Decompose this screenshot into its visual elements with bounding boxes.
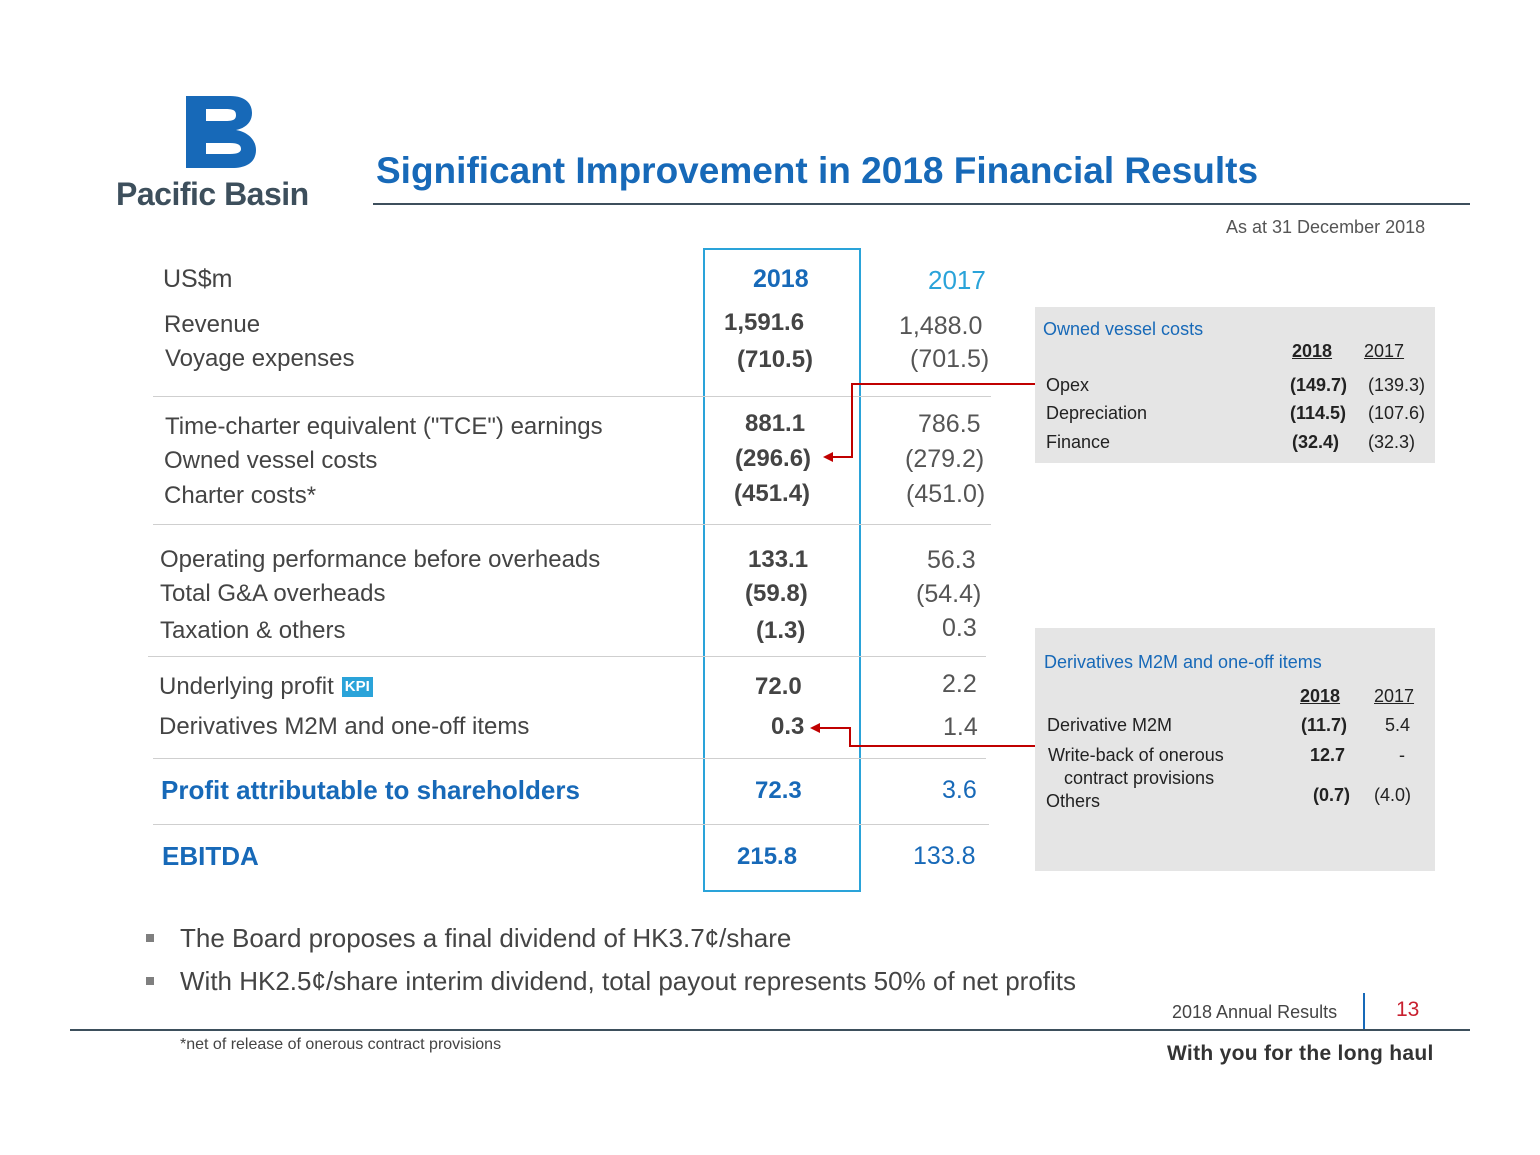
owned-vessel-2018-opex: (149.7) xyxy=(1290,375,1348,395)
derivatives-label-write-back-line2: contract provisions xyxy=(1064,768,1215,788)
row-label-taxation: Taxation & others xyxy=(160,617,346,644)
owned-vessel-label-depreciation: Depreciation xyxy=(1046,403,1148,423)
current-year-highlight-box xyxy=(703,248,861,892)
row-label-ebitda: EBITDA xyxy=(162,841,259,871)
bullet-total-payout: With HK2.5¢/share interim dividend, tota… xyxy=(180,966,1077,996)
tagline: With you for the long haul xyxy=(1167,1042,1434,1065)
row-2018-revenue: 1,591.6 xyxy=(724,309,805,336)
derivatives-2018-others: (0.7) xyxy=(1313,785,1351,805)
row-divider xyxy=(153,524,991,525)
brand-name: Pacific Basin xyxy=(116,176,309,212)
page-number: 13 xyxy=(1396,998,1420,1021)
row-divider xyxy=(148,656,986,657)
row-label-tce-earnings: Time-charter equivalent ("TCE") earnings xyxy=(165,413,603,440)
owned-vessel-2017-finance: (32.3) xyxy=(1368,432,1416,452)
derivatives-arrow xyxy=(810,723,1035,747)
derivatives-header-2017: 2017 xyxy=(1374,686,1415,706)
page-title: Significant Improvement in 2018 Financia… xyxy=(376,150,1259,191)
row-2017-derivatives: 1.4 xyxy=(943,713,978,741)
row-underlying-profit: Underlying profit KPI xyxy=(159,673,373,701)
header-2017: 2017 xyxy=(928,265,986,295)
report-name: 2018 Annual Results xyxy=(1172,1002,1338,1022)
derivatives-2017-others: (4.0) xyxy=(1374,785,1412,805)
row-2018-profit-attributable: 72.3 xyxy=(755,777,802,804)
row-label-revenue: Revenue xyxy=(164,311,261,338)
derivatives-label-m2m: Derivative M2M xyxy=(1047,715,1173,735)
kpi-badge: KPI xyxy=(341,677,373,697)
unit-label: US$m xyxy=(163,265,233,293)
row-label-ga-overheads: Total G&A overheads xyxy=(160,580,386,607)
owned-vessel-2018-depreciation: (114.5) xyxy=(1290,403,1347,423)
row-2018-charter-costs: (451.4) xyxy=(734,480,811,507)
derivatives-label-others: Others xyxy=(1046,791,1101,811)
bullet-icon xyxy=(146,934,154,942)
row-label-voyage-expenses: Voyage expenses xyxy=(165,345,355,372)
row-2017-underlying-profit: 2.2 xyxy=(942,670,977,698)
row-2017-owned-vessel-costs: (279.2) xyxy=(905,445,985,473)
owned-vessel-2017-depreciation: (107.6) xyxy=(1368,403,1426,423)
derivatives-box-title: Derivatives M2M and one-off items xyxy=(1044,652,1322,672)
row-2018-ga-overheads: (59.8) xyxy=(745,580,808,607)
owned-vessel-arrow xyxy=(823,383,1035,462)
owned-vessel-box-title: Owned vessel costs xyxy=(1043,319,1204,339)
row-divider xyxy=(153,758,986,759)
row-2018-voyage-expenses: (710.5) xyxy=(737,346,814,373)
row-label-derivatives: Derivatives M2M and one-off items xyxy=(159,713,530,740)
derivatives-2017-m2m: 5.4 xyxy=(1385,715,1411,735)
footnote: *net of release of onerous contract prov… xyxy=(180,1036,502,1053)
derivatives-2017-write-back: - xyxy=(1399,745,1405,765)
footer-divider xyxy=(70,1029,1470,1031)
derivatives-header-2018: 2018 xyxy=(1300,686,1341,706)
row-2017-ebitda: 133.8 xyxy=(913,842,976,870)
owned-vessel-label-opex: Opex xyxy=(1046,375,1090,395)
row-2018-derivatives: 0.3 xyxy=(771,713,805,740)
title-divider xyxy=(373,203,1470,205)
derivatives-2018-m2m: (11.7) xyxy=(1301,715,1348,735)
as-at-date: As at 31 December 2018 xyxy=(1226,217,1426,237)
row-label-profit-attributable: Profit attributable to shareholders xyxy=(161,775,580,805)
owned-vessel-header-2017: 2017 xyxy=(1364,341,1405,361)
row-2018-ebitda: 215.8 xyxy=(737,843,798,870)
row-label-charter-costs: Charter costs* xyxy=(164,482,317,509)
header-2018: 2018 xyxy=(753,265,809,293)
owned-vessel-2018-finance: (32.4) xyxy=(1292,432,1340,452)
row-2018-taxation: (1.3) xyxy=(756,617,806,644)
row-2018-tce-earnings: 881.1 xyxy=(745,410,806,437)
row-2017-voyage-expenses: (701.5) xyxy=(910,345,990,373)
bullet-final-dividend: The Board proposes a final dividend of H… xyxy=(180,923,792,953)
row-2017-taxation: 0.3 xyxy=(942,614,977,642)
row-2017-profit-attributable: 3.6 xyxy=(942,776,977,804)
row-label-operating-performance: Operating performance before overheads xyxy=(160,546,601,573)
row-2017-revenue: 1,488.0 xyxy=(899,312,983,340)
derivatives-label-write-back: Write-back of onerous xyxy=(1048,745,1224,765)
owned-vessel-costs-box xyxy=(1035,307,1435,463)
derivatives-box xyxy=(1035,628,1435,871)
row-2017-ga-overheads: (54.4) xyxy=(916,580,982,608)
row-divider xyxy=(153,824,989,825)
derivatives-2018-write-back: 12.7 xyxy=(1310,745,1346,765)
page-number-separator xyxy=(1363,993,1365,1029)
row-label-owned-vessel-costs: Owned vessel costs xyxy=(164,447,378,474)
row-2018-operating-performance: 133.1 xyxy=(748,546,809,573)
owned-vessel-2017-opex: (139.3) xyxy=(1368,375,1426,395)
pacific-basin-logo-icon xyxy=(186,96,256,168)
row-2017-operating-performance: 56.3 xyxy=(927,546,976,574)
bullet-icon xyxy=(146,977,154,985)
row-2017-charter-costs: (451.0) xyxy=(906,480,986,508)
row-divider xyxy=(153,396,991,397)
row-label-underlying-profit: Underlying profit xyxy=(159,673,334,700)
row-2018-underlying-profit: 72.0 xyxy=(755,673,802,700)
row-2018-owned-vessel-costs: (296.6) xyxy=(735,445,812,472)
owned-vessel-header-2018: 2018 xyxy=(1292,341,1333,361)
row-2017-tce-earnings: 786.5 xyxy=(918,410,981,438)
owned-vessel-label-finance: Finance xyxy=(1046,432,1111,452)
